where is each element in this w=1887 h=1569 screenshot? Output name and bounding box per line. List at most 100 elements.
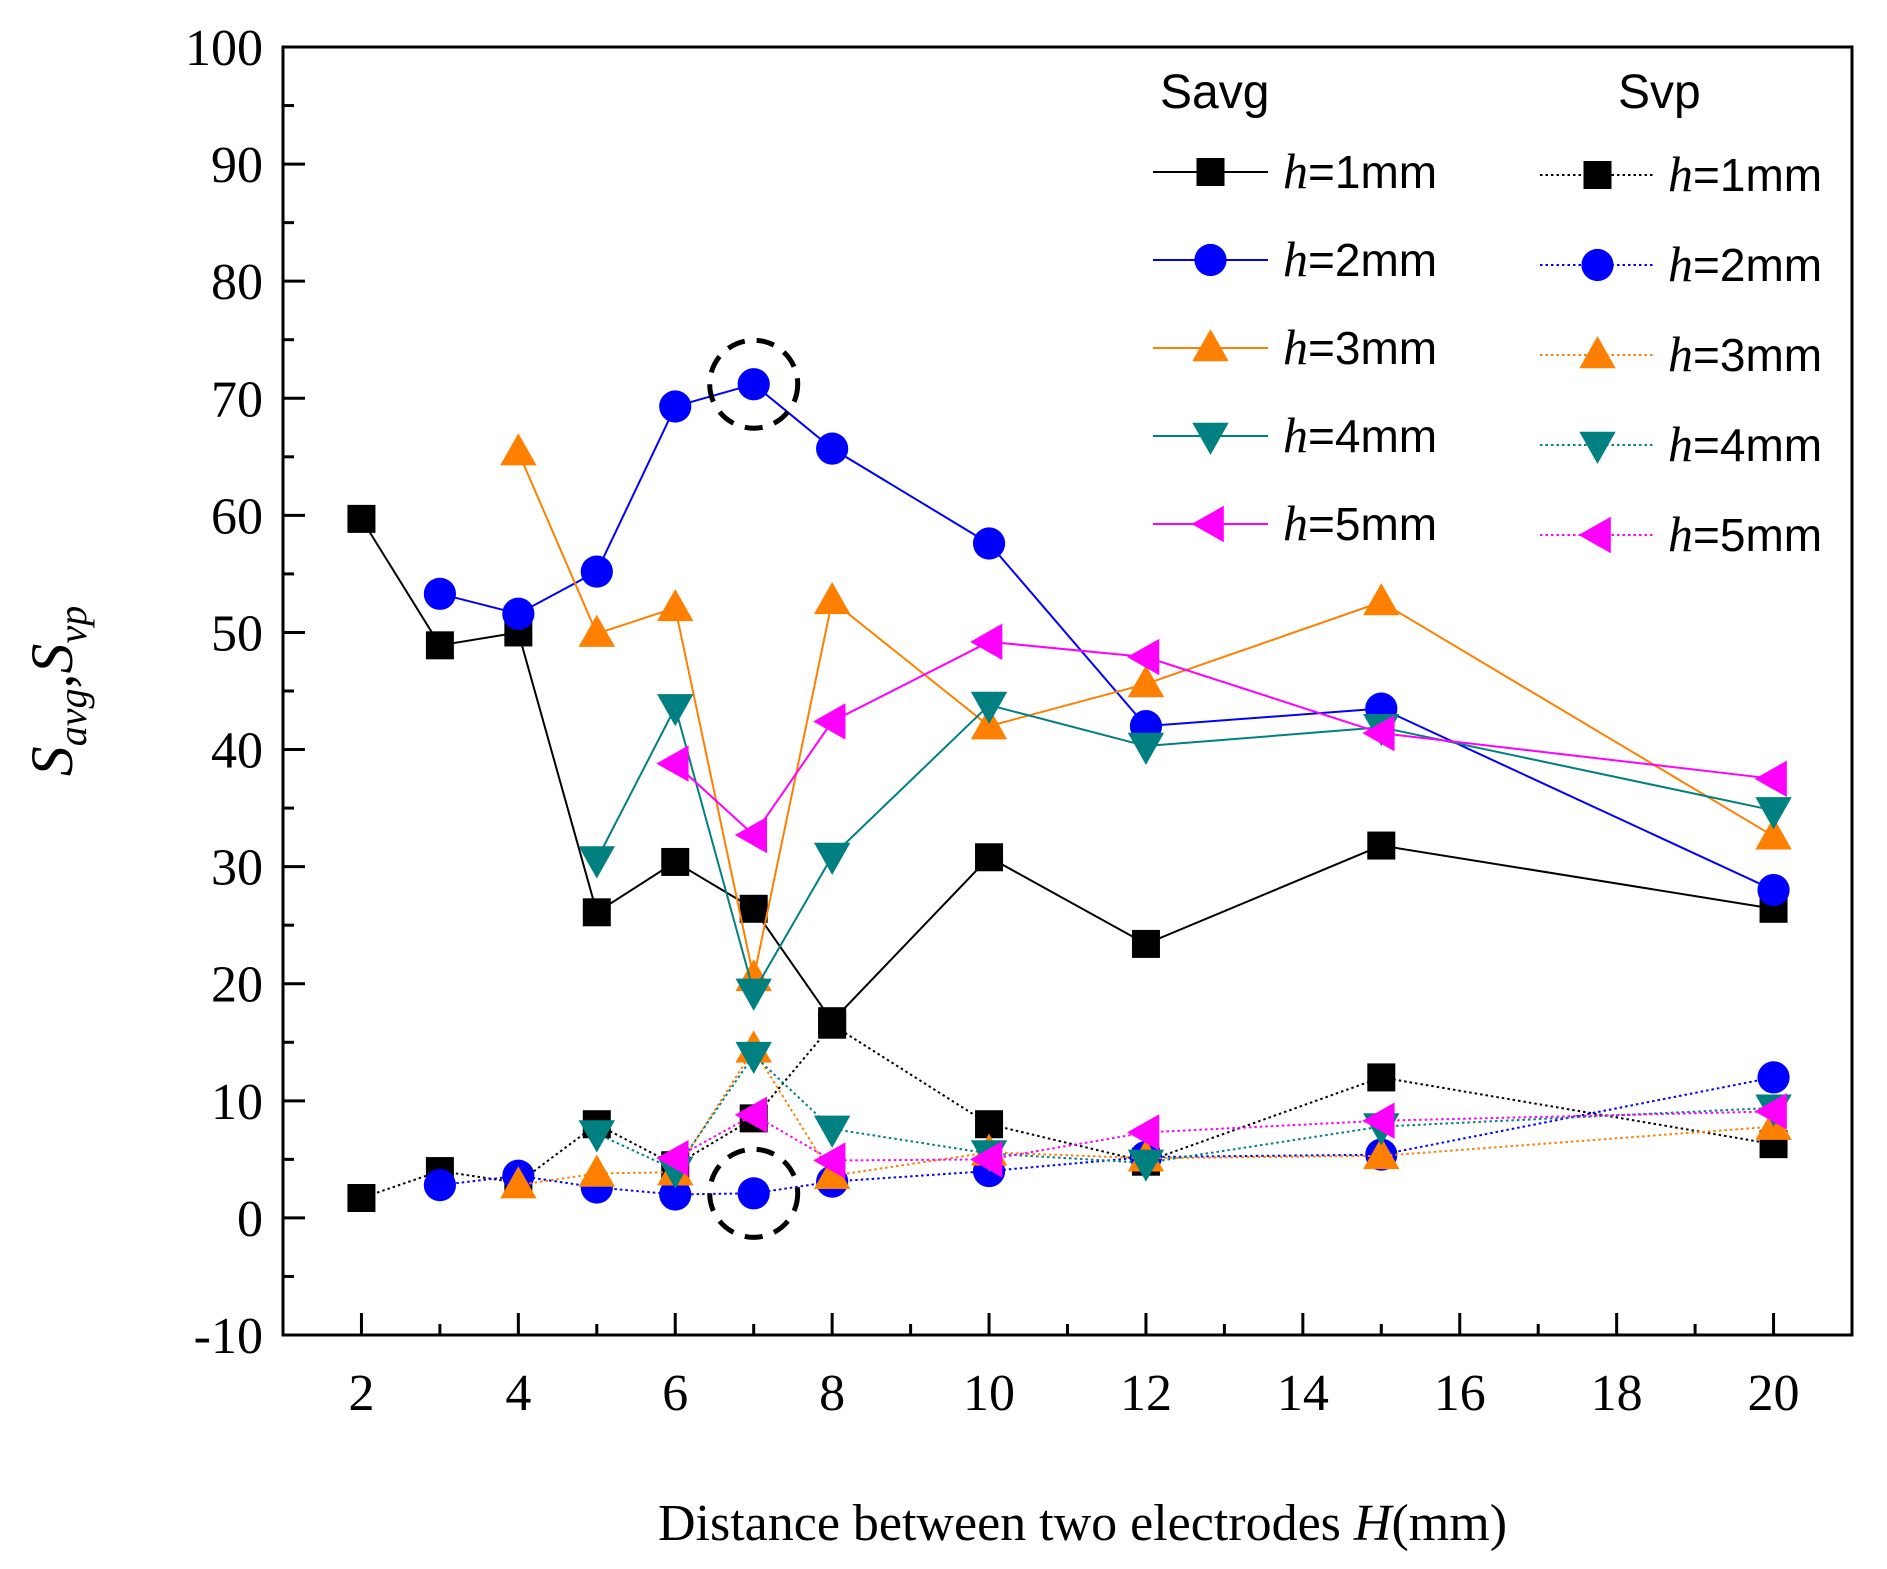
- y-label-sub1: avg: [50, 689, 95, 747]
- legend-label-var: h: [1283, 143, 1308, 199]
- legend-entry: h=3mm: [1540, 326, 1822, 382]
- legend-label-value: =5mm: [1693, 509, 1822, 561]
- data-point: [578, 846, 615, 879]
- data-point: [1754, 760, 1787, 798]
- legend-label-var: h: [1283, 495, 1308, 551]
- x-axis-label-var: H: [1353, 1495, 1394, 1552]
- series-line: [360, 518, 1774, 1023]
- data-point: [735, 1041, 772, 1075]
- legend-label: h=2mm: [1668, 236, 1822, 292]
- series-svp-h-2mm: [423, 1061, 1790, 1211]
- data-point: [813, 1115, 851, 1148]
- data-point: [423, 1169, 456, 1202]
- legend-group-title: Savg: [1160, 66, 1269, 119]
- data-point: [1367, 1063, 1396, 1092]
- data-point: [582, 898, 611, 927]
- data-point: [818, 1010, 847, 1039]
- x-axis-label-text: Distance between two electrodes: [658, 1495, 1354, 1552]
- x-tick-labels: 2 4 6 8 10 12 14 16 18 20: [348, 1365, 1799, 1422]
- series-line: [439, 1076, 1774, 1196]
- legend-entry: h=2mm: [1153, 231, 1437, 287]
- data-point: [1131, 929, 1160, 958]
- x-axis-label-unit: (mm): [1391, 1495, 1507, 1552]
- data-point: [975, 843, 1004, 872]
- y-tick-label: 50: [211, 605, 263, 662]
- y-tick-label: 80: [211, 254, 263, 311]
- y-tick-label: 60: [211, 488, 263, 545]
- legend-label: h=3mm: [1668, 326, 1822, 382]
- data-point: [500, 433, 537, 466]
- legend-entry: h=1mm: [1153, 143, 1437, 199]
- legend-marker: [1579, 336, 1616, 369]
- data-point: [972, 527, 1006, 560]
- legend-label-value: =5mm: [1308, 498, 1437, 550]
- data-point: [734, 1096, 767, 1134]
- series-savg-h-2mm: [423, 368, 1790, 907]
- legend-marker: [1194, 243, 1227, 277]
- x-tick-label: 4: [505, 1365, 531, 1422]
- data-point: [813, 1156, 851, 1190]
- legend-marker: [1579, 431, 1616, 464]
- data-point: [1127, 1149, 1165, 1182]
- data-point: [1127, 665, 1165, 698]
- data-point: [1757, 873, 1790, 907]
- data-point: [737, 368, 770, 401]
- data-point: [1127, 732, 1165, 765]
- legend-marker: [1192, 329, 1229, 362]
- legend-entry: h=5mm: [1153, 495, 1437, 551]
- legend-marker: [1583, 161, 1612, 189]
- legend-label-value: =2mm: [1308, 234, 1437, 286]
- legend-label-var: h: [1283, 319, 1308, 375]
- annotation-layer: [707, 337, 801, 1240]
- x-tick-label: 16: [1434, 1365, 1486, 1422]
- legend-marker: [1578, 516, 1611, 554]
- legend-entry: h=1mm: [1540, 146, 1822, 202]
- legend-label-var: h: [1668, 506, 1693, 562]
- legend-label: h=5mm: [1668, 506, 1822, 562]
- legend-label: h=1mm: [1668, 146, 1822, 202]
- data-point: [1754, 1093, 1787, 1130]
- legend-marker: [1191, 505, 1224, 543]
- legend-entry: h=4mm: [1153, 407, 1437, 463]
- legend-marker: [1192, 422, 1229, 455]
- series-savg-h-4mm: [578, 691, 1792, 1011]
- data-point: [347, 504, 376, 533]
- data-point: [970, 1141, 1003, 1178]
- y-tick-label: 30: [211, 840, 263, 897]
- data-point: [970, 623, 1003, 661]
- y-tick-label: 90: [211, 137, 263, 194]
- plot-frame: [281, 45, 1854, 1337]
- series-svp-h-5mm: [656, 1093, 1787, 1179]
- legend-entry: h=3mm: [1153, 319, 1437, 375]
- data-point: [813, 703, 846, 740]
- series-svp-h-1mm: [347, 1010, 1788, 1213]
- legend-label-value: =1mm: [1693, 149, 1822, 201]
- data-point: [1127, 1114, 1160, 1151]
- legend-label: h=2mm: [1283, 231, 1437, 287]
- data-point: [657, 694, 694, 727]
- y-tick-label: 100: [185, 20, 263, 77]
- legend-label-value: =4mm: [1308, 410, 1437, 462]
- legend-label: h=4mm: [1668, 416, 1822, 472]
- series-line: [361, 1023, 1774, 1199]
- legend-label-var: h: [1668, 416, 1693, 472]
- series-savg-h-5mm: [656, 623, 1787, 854]
- x-tick-label: 20: [1748, 1365, 1800, 1422]
- data-point: [1757, 1061, 1790, 1094]
- data-point: [1367, 831, 1396, 860]
- data-point: [813, 842, 851, 875]
- y-label-s1: S: [19, 746, 85, 776]
- data-point: [1362, 1102, 1395, 1139]
- series-line: [439, 383, 1774, 891]
- data-point: [347, 1184, 376, 1213]
- y-tick-label: 10: [211, 1074, 263, 1131]
- data-point: [739, 894, 768, 923]
- legend-label: h=3mm: [1283, 319, 1437, 375]
- x-tick-label: 10: [963, 1365, 1015, 1422]
- data-point: [578, 614, 615, 647]
- legend-label-value: =3mm: [1308, 322, 1437, 374]
- x-tick-label: 8: [819, 1365, 845, 1422]
- legend-marker: [1196, 158, 1225, 186]
- data-point: [580, 555, 613, 588]
